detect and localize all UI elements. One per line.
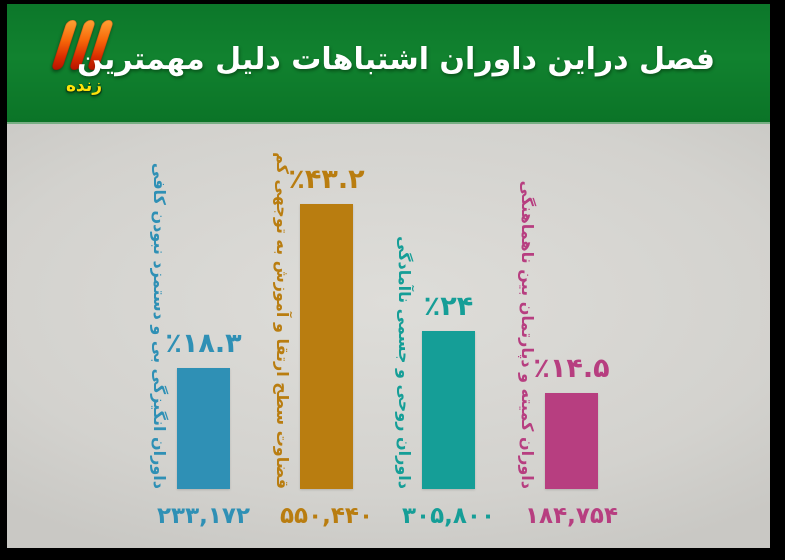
bar-coordination (545, 393, 598, 489)
bar-percent-label: ٪۲۴ (423, 291, 474, 322)
bar-category-label: داوران انگیزگی بی و دستمزد نبودن کافی (150, 162, 169, 489)
bar-fitness (422, 331, 475, 489)
bar-wages (177, 368, 230, 489)
live-badge: زنده (65, 76, 103, 96)
bar-category-label: داوران کمیته و دپارتمان بین ناهماهنگی (518, 180, 537, 489)
bar-votes-label: ۳۰۵,۸۰۰ (402, 503, 495, 529)
bar-percent-label: ٪۴۳.۲ (288, 164, 365, 195)
bar-category-label: داوران روحی و جسمی ناآمادگی (395, 236, 414, 489)
bar-category-label: قضاوت سطح ارتقا و آموزش به توجهی کم (273, 152, 292, 489)
bar-votes-label: ۵۵۰,۴۴۰ (280, 503, 373, 529)
bar-percent-label: ٪۱۴.۵ (533, 353, 610, 384)
bar-percent-label: ٪۱۸.۳ (165, 328, 242, 359)
bar-chart: ٪۱۸.۳ داوران انگیزگی بی و دستمزد نبودن ک… (7, 124, 770, 548)
irib-tv3-logo-icon: زنده (50, 20, 135, 106)
title-bar: زنده فصل دراین داوران اشتباهات دلیل مهمت… (7, 4, 770, 124)
page-title: فصل دراین داوران اشتباهات دلیل مهمترین (77, 42, 715, 77)
bar-votes-label: ۱۸۴,۷۵۴ (525, 503, 618, 529)
bar-votes-label: ۲۳۳,۱۷۲ (157, 503, 250, 529)
bar-training (300, 204, 353, 489)
broadcast-screen: زنده فصل دراین داوران اشتباهات دلیل مهمت… (7, 4, 770, 548)
